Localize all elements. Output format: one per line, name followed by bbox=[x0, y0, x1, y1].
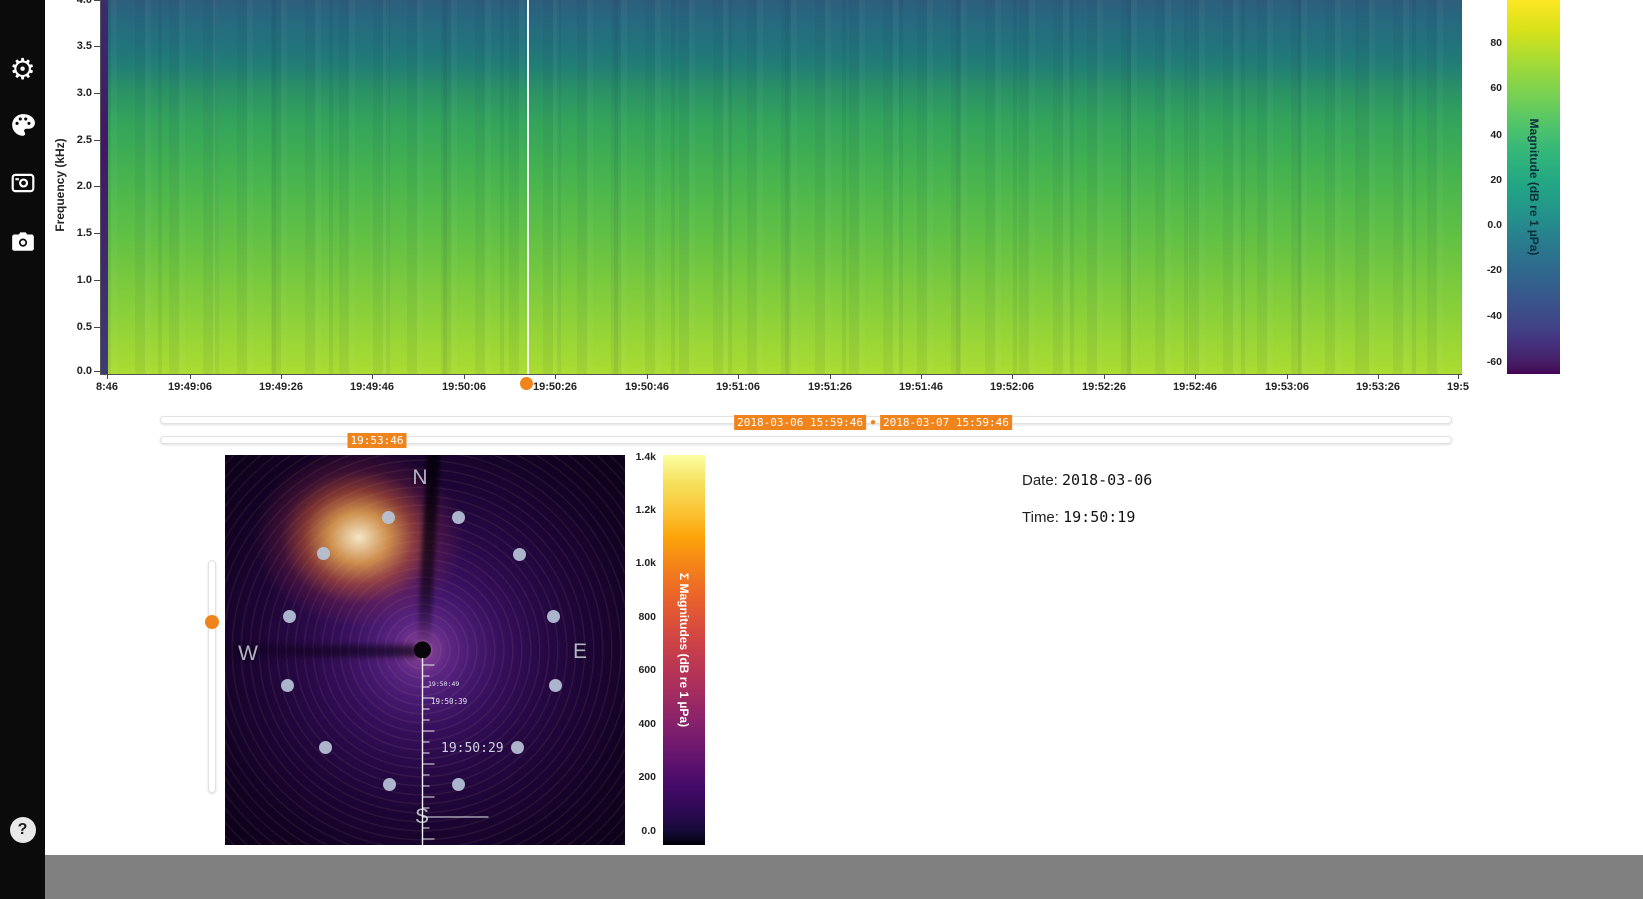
date-range-end-chip[interactable]: 2018-03-07 15:59:46 bbox=[880, 415, 1012, 430]
ytick-label: 2.5 bbox=[58, 134, 100, 146]
spectrogram-heatmap bbox=[101, 0, 1462, 374]
ytick-label: 3.5 bbox=[58, 40, 100, 52]
magnitude-colorbar-title: Magnitude (dB re 1 µPa) bbox=[1526, 118, 1541, 256]
xtick-label: 19:50:46 bbox=[624, 374, 670, 393]
hydrophone-dot bbox=[452, 511, 465, 524]
camera-icon bbox=[10, 228, 36, 257]
hydrophone-dot bbox=[382, 511, 395, 524]
time-label: Time: bbox=[1022, 509, 1059, 526]
sum-magnitudes-colorbar: Σ Magnitudes (dB re 1 µPa) bbox=[663, 455, 705, 845]
polar-bright-source bbox=[253, 455, 488, 662]
ytick-label: 1.0 bbox=[58, 274, 100, 286]
hydrophone-dot bbox=[383, 778, 396, 791]
hydrophone-dot bbox=[547, 610, 560, 623]
spectrogram-left-edge bbox=[101, 0, 108, 374]
compass-south-label: S bbox=[414, 805, 430, 828]
spectrogram-texture bbox=[101, 0, 1462, 374]
xtick-label: 19:50:26 bbox=[532, 374, 578, 393]
compass-east-label: E bbox=[572, 640, 588, 663]
hydrophone-dot bbox=[319, 741, 332, 754]
recorder-button[interactable] bbox=[0, 166, 45, 202]
hydrophone-dot bbox=[513, 548, 526, 561]
time-value: 19:50:19 bbox=[1063, 508, 1136, 526]
polar-dark-streak-west bbox=[225, 645, 420, 657]
colorbar-tick: 80 bbox=[1490, 37, 1502, 49]
hydrophone-dot bbox=[511, 741, 524, 754]
xtick-label: 19:50:06 bbox=[441, 374, 487, 393]
ytick-label: 4.0 bbox=[58, 0, 100, 6]
spectrogram-plot[interactable] bbox=[100, 0, 1462, 375]
colorbar-tick: 0.0 bbox=[1487, 219, 1502, 231]
polar-colorbar-tick: 0.0 bbox=[641, 825, 656, 837]
help-icon: ? bbox=[9, 817, 36, 843]
ytick-label: 0.5 bbox=[58, 321, 100, 333]
xtick-label: 19:51:06 bbox=[715, 374, 761, 393]
sum-magnitudes-colorbar-title: Σ Magnitudes (dB re 1 µPa) bbox=[677, 572, 691, 728]
range-separator-dot: ● bbox=[869, 416, 877, 428]
date-range-slider-values[interactable]: 2018-03-06 15:59:46 ● 2018-03-07 15:59:4… bbox=[734, 415, 1012, 430]
time-info-row: Time: 19:50:19 bbox=[1022, 508, 1135, 526]
palette-icon bbox=[10, 112, 36, 141]
ytick-label: 0.0 bbox=[58, 365, 100, 377]
directional-polar-plot[interactable]: N W E S 19:50:49 19:50:39 19:50:29 bbox=[225, 455, 625, 845]
hydrophone-dot bbox=[317, 547, 330, 560]
hydrophone-dot bbox=[283, 610, 296, 623]
polar-colorbar-tick: 200 bbox=[638, 771, 656, 783]
date-label: Date: bbox=[1022, 472, 1058, 489]
time-slider-value-chip[interactable]: 19:53:46 bbox=[347, 433, 407, 448]
vertical-slider[interactable] bbox=[208, 560, 216, 793]
gear-icon: ⚙ bbox=[9, 51, 36, 86]
xtick-label: 19:49:26 bbox=[258, 374, 304, 393]
xtick-label: 19:53:06 bbox=[1264, 374, 1310, 393]
xtick-label: 19:5 bbox=[1446, 374, 1470, 393]
date-info-row: Date: 2018-03-06 bbox=[1022, 471, 1152, 489]
xtick-label: 19:51:26 bbox=[807, 374, 853, 393]
date-value: 2018-03-06 bbox=[1062, 471, 1153, 489]
colorbar-tick: -20 bbox=[1486, 264, 1502, 276]
polar-colorbar-tick: 1.0k bbox=[635, 557, 656, 569]
xtick-label: 19:49:06 bbox=[167, 374, 213, 393]
xtick-label: 19:52:06 bbox=[989, 374, 1035, 393]
hydrophone-dot bbox=[281, 679, 294, 692]
date-range-start-chip[interactable]: 2018-03-06 15:59:46 bbox=[734, 415, 866, 430]
ytick-label: 2.0 bbox=[58, 180, 100, 192]
xtick-label: 19:52:26 bbox=[1081, 374, 1127, 393]
polar-colorbar-tick: 400 bbox=[638, 718, 656, 730]
xtick-label: 19:49:46 bbox=[349, 374, 395, 393]
polar-colorbar-tick: 600 bbox=[638, 664, 656, 676]
hydrophone-dot bbox=[549, 679, 562, 692]
colorbar-tick: -40 bbox=[1486, 310, 1502, 322]
settings-button[interactable]: ⚙ bbox=[0, 51, 45, 87]
ytick-label: 3.0 bbox=[58, 87, 100, 99]
palette-button[interactable] bbox=[0, 108, 45, 144]
polar-colorbar-tick: 1.2k bbox=[635, 504, 656, 516]
polar-colorbar-tick: 800 bbox=[638, 611, 656, 623]
time-cursor-line bbox=[527, 0, 529, 374]
polar-colorbar-tick: 1.4k bbox=[635, 451, 656, 463]
time-slider[interactable] bbox=[160, 436, 1452, 444]
compass-west-label: W bbox=[238, 642, 258, 665]
magnitude-colorbar: Magnitude (dB re 1 µPa) bbox=[1507, 0, 1560, 374]
vertical-slider-handle[interactable] bbox=[205, 615, 219, 629]
colorbar-tick: 60 bbox=[1490, 82, 1502, 94]
compass-north-label: N bbox=[412, 466, 428, 489]
help-button[interactable]: ? bbox=[0, 812, 45, 848]
xtick-label: 19:53:26 bbox=[1355, 374, 1401, 393]
xtick-label: 19:52:46 bbox=[1172, 374, 1218, 393]
colorbar-tick: 40 bbox=[1490, 129, 1502, 141]
sidebar: ⚙ ? bbox=[0, 0, 45, 899]
hydrophone-dot bbox=[452, 778, 465, 791]
camera-button[interactable] bbox=[0, 224, 45, 260]
colorbar-tick: -60 bbox=[1486, 356, 1502, 368]
xtick-label: 8:46 bbox=[95, 374, 119, 393]
xtick-label: 19:51:46 bbox=[898, 374, 944, 393]
time-cursor-marker[interactable] bbox=[520, 377, 533, 390]
colorbar-tick: 20 bbox=[1490, 174, 1502, 186]
ytick-label: 1.5 bbox=[58, 227, 100, 239]
recorder-icon bbox=[10, 170, 36, 199]
